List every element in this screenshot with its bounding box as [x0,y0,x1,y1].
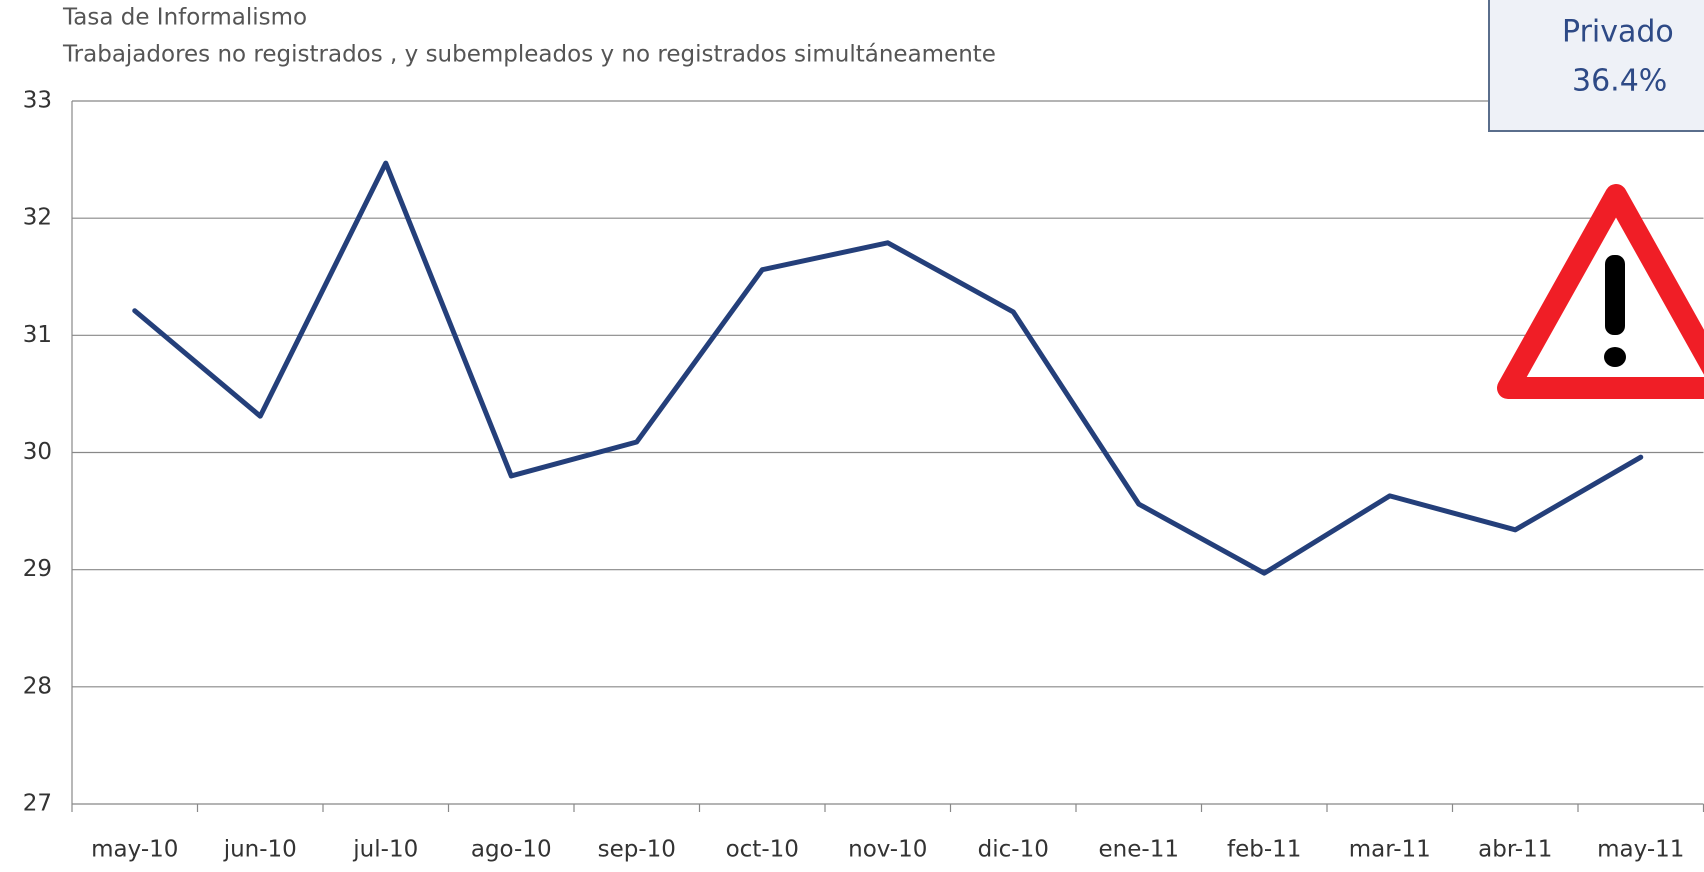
y-tick-label: 30 [23,439,52,465]
y-tick-label: 33 [23,88,52,114]
y-tick-label: 31 [23,322,52,348]
x-tick-label: mar-11 [1349,837,1431,863]
plot-area: 27 28 29 30 31 32 33 may-10 jun-10 jul-10 ago-10 se… [23,88,1704,863]
x-tick-label: sep-10 [598,837,676,863]
x-tick-label: ene-11 [1099,837,1179,863]
x-tick-label: abr-11 [1478,837,1552,863]
line-series [132,160,1644,576]
x-tick-label: jun-10 [223,837,297,863]
x-tick-label: may-11 [1597,837,1684,863]
x-tick-label: nov-10 [848,837,927,863]
x-tick-label: jul-10 [352,837,418,863]
annotation-text: Privado [1562,15,1674,50]
warning-icon [1497,184,1704,399]
x-tick-label: dic-10 [978,837,1049,863]
x-tick-label: ago-10 [471,837,552,863]
x-tick-label: feb-11 [1227,837,1301,863]
annotation-text: 36.4% [1572,64,1667,99]
annotation-box [1488,0,1704,132]
y-tick-label: 32 [23,205,52,231]
x-tick-label: oct-10 [726,837,799,863]
chart-subtitle: Trabajadores no registrados , y subemple… [62,42,996,68]
y-tick-label: 29 [23,556,52,582]
y-tick-label: 27 [23,791,52,817]
chart-title: Tasa de Informalismo [62,5,307,31]
x-tick-label: may-10 [91,837,178,863]
y-tick-label: 28 [23,673,52,699]
